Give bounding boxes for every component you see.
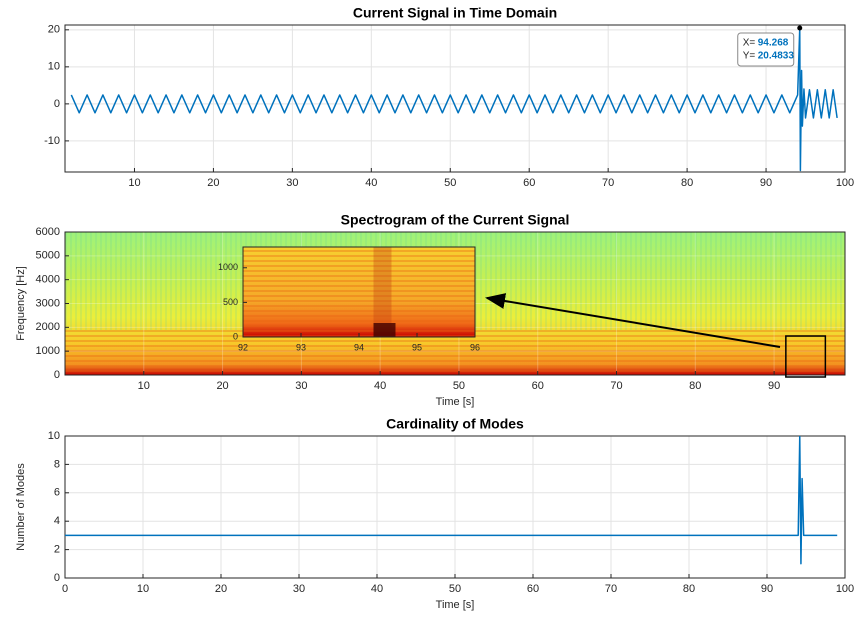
series-line <box>65 436 838 565</box>
x-tick-label: 95 <box>412 342 422 352</box>
y-tick-label: 0 <box>54 369 60 381</box>
x-tick-label: 96 <box>470 342 480 352</box>
plot-title: Spectrogram of the Current Signal <box>341 212 570 228</box>
inset-event <box>373 247 392 337</box>
x-tick-label: 50 <box>449 583 461 595</box>
axes: 0 10 20 30 40 50 60 70 80 90 100 0 2 4 6 8 10 <box>48 430 854 595</box>
datatip-marker <box>797 25 803 31</box>
y-tick-label: 2 <box>54 544 60 556</box>
inset-harmonics <box>243 247 475 337</box>
y-tick-label: 4 <box>54 515 60 527</box>
x-tick-label: 20 <box>215 583 227 595</box>
x-tick-label: 50 <box>453 380 465 392</box>
inset-arrow <box>485 293 781 348</box>
x-tick-label: 80 <box>689 380 701 392</box>
y-tick-label: 5000 <box>36 250 60 262</box>
x-tick-label: 93 <box>296 342 306 352</box>
x-tick-label: 0 <box>62 583 68 595</box>
y-tick-label: 8 <box>54 458 60 470</box>
x-tick-label: 70 <box>605 583 617 595</box>
x-tick-label: 20 <box>207 177 219 189</box>
x-tick-label: 20 <box>216 380 228 392</box>
axes-box <box>64 231 846 376</box>
y-tick-label: 3000 <box>36 297 60 309</box>
axes: 92 93 94 95 96 0 500 1000 <box>218 246 480 352</box>
axes-box <box>242 246 476 338</box>
y-axis-label: Number of Modes <box>15 463 27 551</box>
axes-box <box>64 435 846 579</box>
x-tick-label: 92 <box>238 342 248 352</box>
y-tick-label: 0 <box>233 331 238 341</box>
datatip-box <box>737 32 795 67</box>
y-tick-label: 20 <box>48 24 60 36</box>
x-tick-label: 10 <box>128 177 140 189</box>
datatip-x-label: X= <box>743 38 756 49</box>
plot-title: Cardinality of Modes <box>386 416 524 432</box>
y-tick-label: 500 <box>223 297 238 307</box>
y-tick-label: 6 <box>54 487 60 499</box>
y-tick-label: -10 <box>44 135 60 147</box>
x-tick-label: 60 <box>523 177 535 189</box>
x-axis-label: Time [s] <box>436 396 475 408</box>
x-tick-label: 10 <box>137 583 149 595</box>
x-tick-label: 90 <box>760 177 772 189</box>
zoom-box <box>785 335 827 378</box>
axes-box <box>64 24 846 173</box>
x-tick-label: 70 <box>610 380 622 392</box>
x-tick-label: 90 <box>768 380 780 392</box>
y-tick-label: 10 <box>48 61 60 73</box>
x-tick-label: 94 <box>354 342 364 352</box>
x-tick-label: 30 <box>286 177 298 189</box>
x-tick-label: 40 <box>374 380 386 392</box>
y-tick-label: 10 <box>48 430 60 442</box>
y-tick-label: 4000 <box>36 274 60 286</box>
inset-event-core <box>373 323 396 337</box>
x-tick-label: 30 <box>295 380 307 392</box>
x-tick-label: 50 <box>444 177 456 189</box>
datatip-y: 20.4833 <box>758 51 795 62</box>
y-tick-label: 2000 <box>36 321 60 333</box>
y-tick-label: 1000 <box>36 345 60 357</box>
x-tick-label: 100 <box>836 177 854 189</box>
datatip-y-label: Y= <box>743 51 756 62</box>
y-tick-label: 0 <box>54 98 60 110</box>
x-tick-label: 60 <box>532 380 544 392</box>
y-axis-label: Frequency [Hz] <box>15 266 27 341</box>
datatip-x: 94.268 <box>758 38 789 49</box>
series-line <box>70 27 838 172</box>
x-tick-label: 80 <box>681 177 693 189</box>
y-tick-label: 1000 <box>218 262 238 272</box>
y-tick-label: 6000 <box>36 226 60 238</box>
x-axis-label: Time [s] <box>436 599 475 611</box>
y-tick-label: 0 <box>54 572 60 584</box>
plot-title: Current Signal in Time Domain <box>353 5 557 21</box>
x-tick-label: 40 <box>365 177 377 189</box>
x-tick-label: 70 <box>602 177 614 189</box>
x-tick-label: 80 <box>683 583 695 595</box>
x-tick-label: 100 <box>836 583 854 595</box>
x-tick-label: 90 <box>761 583 773 595</box>
x-tick-label: 60 <box>527 583 539 595</box>
x-tick-label: 30 <box>293 583 305 595</box>
x-tick-label: 40 <box>371 583 383 595</box>
x-tick-label: 10 <box>138 380 150 392</box>
